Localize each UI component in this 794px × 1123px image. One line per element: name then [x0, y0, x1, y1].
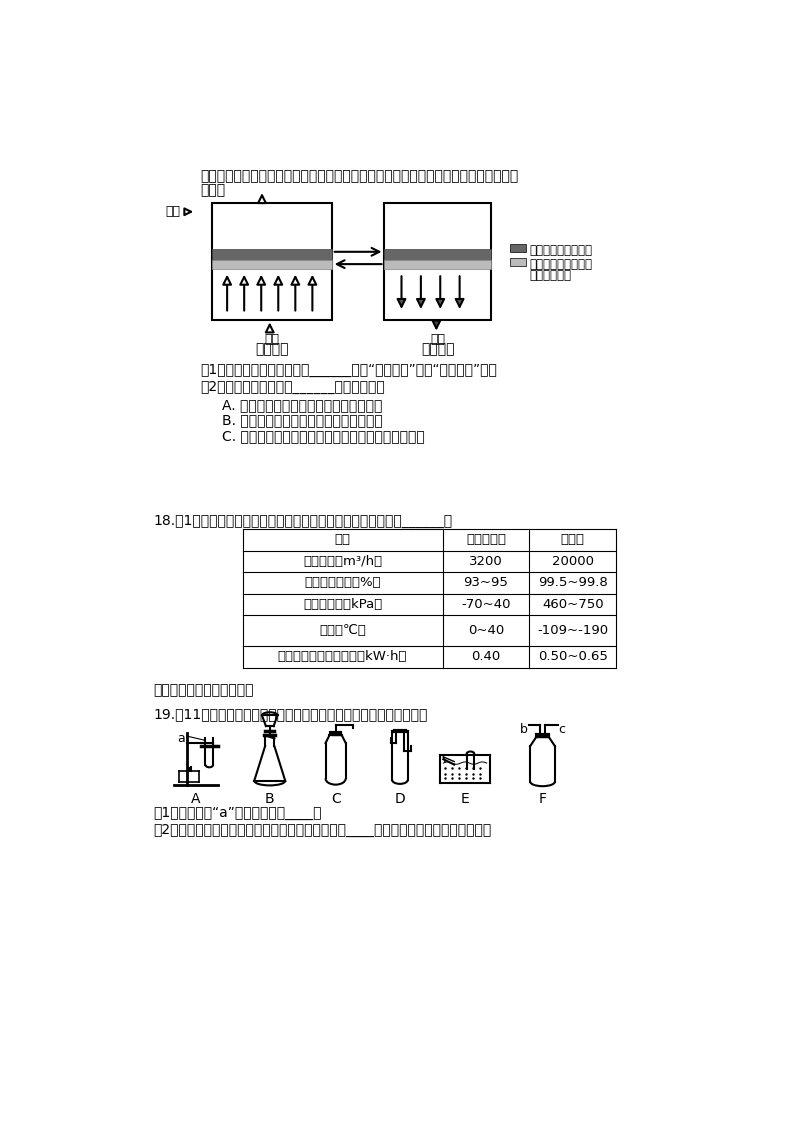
Text: 0~40: 0~40: [468, 624, 504, 637]
Polygon shape: [212, 248, 332, 261]
FancyArrowPatch shape: [275, 277, 282, 311]
FancyArrowPatch shape: [456, 276, 464, 307]
Polygon shape: [384, 248, 491, 261]
Text: 0.50~0.65: 0.50~0.65: [538, 650, 607, 664]
Text: 《基本实验及其原理分析》: 《基本实验及其原理分析》: [153, 683, 254, 697]
Text: a: a: [178, 732, 185, 746]
Text: D: D: [395, 793, 405, 806]
FancyArrowPatch shape: [433, 320, 440, 328]
Text: -70~40: -70~40: [461, 597, 511, 611]
Text: E: E: [461, 793, 469, 806]
Text: 93~95: 93~95: [464, 576, 508, 590]
Text: 减压过程: 减压过程: [421, 343, 454, 357]
Text: 3200: 3200: [469, 555, 503, 568]
FancyArrowPatch shape: [291, 277, 299, 311]
FancyArrowPatch shape: [266, 325, 274, 332]
Text: （2）下列说法正确的是______（填序号）。: （2）下列说法正确的是______（填序号）。: [200, 380, 385, 394]
Text: 20000: 20000: [552, 555, 594, 568]
Text: （1）分子筛中发生的变化是______（填“物理变化”或者“化学变化”）。: （1）分子筛中发生的变化是______（填“物理变化”或者“化学变化”）。: [200, 363, 497, 376]
FancyArrowPatch shape: [309, 277, 316, 311]
Text: 氧气: 氧气: [166, 206, 180, 218]
Text: 99.5~99.8: 99.5~99.8: [538, 576, 607, 590]
FancyArrowPatch shape: [417, 276, 425, 307]
Text: c: c: [558, 723, 565, 736]
Polygon shape: [510, 244, 526, 252]
FancyArrowPatch shape: [184, 209, 191, 216]
Text: 460~750: 460~750: [542, 597, 603, 611]
Text: C: C: [331, 793, 341, 806]
Text: 氧化铝（除去水蒸气: 氧化铝（除去水蒸气: [530, 258, 592, 271]
Text: 温度（℃）: 温度（℃）: [319, 624, 366, 637]
Polygon shape: [212, 261, 332, 268]
FancyArrowPatch shape: [223, 277, 231, 311]
Text: 产每立方米氧气耗电量（kW·h）: 产每立方米氧气耗电量（kW·h）: [278, 650, 407, 664]
Text: 19.！11分）实验室制取气体所需装置如下图所示，请回答以下问题：: 19.！11分）实验室制取气体所需装置如下图所示，请回答以下问题：: [153, 707, 428, 722]
FancyArrowPatch shape: [258, 195, 266, 203]
Text: B. 变压吸附法制取的氧气中含有二氧化碳: B. 变压吸附法制取的氧气中含有二氧化碳: [222, 413, 383, 428]
Text: （1）装置中标“a”的付器名称是____。: （1）装置中标“a”的付器名称是____。: [153, 806, 322, 820]
Text: 和二氧化碳）: 和二氧化碳）: [530, 268, 572, 282]
FancyArrowPatch shape: [257, 277, 265, 311]
Text: C. 分子筛对氮气的吸附能力与吸附塔内气体压强有关: C. 分子筛对氮气的吸附能力与吸附塔内气体压强有关: [222, 429, 425, 442]
Text: 变压吸附法: 变压吸附法: [466, 533, 506, 546]
FancyArrowPatch shape: [241, 277, 248, 311]
Polygon shape: [384, 261, 491, 268]
Text: 最大产量（m³/h）: 最大产量（m³/h）: [303, 555, 382, 568]
Text: b: b: [520, 723, 528, 736]
Text: 产品气含氧量（%）: 产品气含氧量（%）: [304, 576, 381, 590]
Text: -109~-190: -109~-190: [538, 624, 608, 637]
Text: B: B: [265, 793, 275, 806]
Text: 空气: 空气: [264, 334, 279, 346]
Text: 氮气: 氮气: [430, 334, 445, 346]
Text: 增压过程: 增压过程: [255, 343, 288, 357]
Text: F: F: [538, 793, 546, 806]
Text: 如下。: 如下。: [200, 183, 225, 198]
Text: 工作表压强（kPa）: 工作表压强（kPa）: [303, 597, 382, 611]
Text: 项目: 项目: [334, 533, 351, 546]
Text: A: A: [191, 793, 201, 806]
FancyArrowPatch shape: [398, 276, 406, 307]
Text: 深冷法: 深冷法: [561, 533, 584, 546]
Text: 0.40: 0.40: [472, 650, 500, 664]
Text: A. 变压吸附法制取的氧气中含有稀有气体: A. 变压吸附法制取的氧气中含有稀有气体: [222, 398, 382, 412]
Text: 在吸附塔中，通过加压与减压的交替循环，可以使分子筛重复使用，部分过程的示意图: 在吸附塔中，通过加压与减压的交替循环，可以使分子筛重复使用，部分过程的示意图: [200, 170, 518, 183]
Text: 18.（1分）分析下表数据，与深冷法相比，变压吸附法的优点是______。: 18.（1分）分析下表数据，与深冷法相比，变压吸附法的优点是______。: [153, 513, 453, 528]
Polygon shape: [510, 258, 526, 266]
Text: （2）用高锡酸钒制取氧气时，所选用的发生装置是____（填字母序号，下同），收集装: （2）用高锡酸钒制取氧气时，所选用的发生装置是____（填字母序号，下同），收集…: [153, 823, 491, 837]
FancyArrowPatch shape: [437, 276, 444, 307]
Text: 分子筛（吸附氮气）: 分子筛（吸附氮气）: [530, 244, 592, 257]
